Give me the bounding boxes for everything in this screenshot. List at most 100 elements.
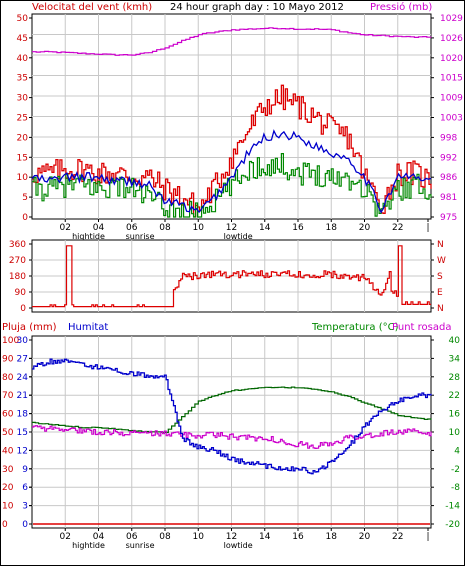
p3-xlabel-7: 16 — [292, 532, 304, 542]
p3-rain-label-6: 40 — [2, 446, 14, 456]
p1-xlabel-3: 08 — [159, 223, 171, 233]
p3-event-hightide: hightide — [72, 541, 105, 550]
panel1-x-axis: 02 04 06 08 10 12 14 16 18 20 22 | hightide sunrise lo… — [60, 219, 430, 241]
p3-xlabel-8: 18 — [326, 532, 338, 542]
p1-xlabel-7: 16 — [292, 223, 304, 233]
p3-event-sunrise: sunrise — [126, 541, 155, 550]
p3-hum-label-8: 6 — [22, 483, 28, 493]
pressure-line — [32, 27, 432, 56]
p2-left-label-4: 0 — [20, 304, 26, 314]
p3-rain-label-2: 80 — [2, 373, 14, 383]
p1-right-label-9: 981 — [440, 193, 457, 203]
p1-right-label-4: 1009 — [440, 94, 463, 104]
p2-left-label-2: 180 — [9, 272, 26, 282]
panel3-series — [32, 358, 432, 525]
wind-pressure-panel: Velocitat del vent (kmh) 24 hour graph d… — [17, 1, 464, 241]
p1-left-label-6: 20 — [17, 133, 29, 143]
p1-xlabel-5: 12 — [226, 223, 237, 233]
p3-hum-label-3: 21 — [17, 391, 28, 401]
p1-xlabel-10: 22 — [392, 223, 403, 233]
p1-left-label-3: 35 — [17, 74, 28, 84]
panel1-title-left: Velocitat del vent (kmh) — [32, 2, 152, 13]
panel3-temperature-axis: 40 34 28 22 16 10 4 -2 -8 -14 -20 — [431, 336, 460, 530]
panel3-title-temperature: Temperatura (°C) — [311, 322, 399, 333]
panel1-right-axis: 1029 1026 1020 1015 1009 1003 998 992 986 981 975 — [431, 14, 463, 223]
panel2-left-axis: 360 270 180 90 0 — [9, 240, 32, 314]
panel3-x-axis: 02 04 06 08 10 12 14 16 18 20 22 | hightide sunrise lo… — [60, 528, 430, 550]
panel1-series — [31, 27, 432, 218]
p2-right-label-1: W — [437, 256, 446, 266]
p1-right-label-5: 1003 — [440, 114, 463, 124]
wind-gust-line — [32, 84, 432, 218]
p2-left-label-0: 360 — [9, 240, 26, 250]
p3-temp-label-1: 34 — [449, 354, 461, 364]
p2-left-label-1: 270 — [9, 256, 26, 266]
p1-xlabel-11: | — [426, 223, 429, 233]
temp-humidity-panel: Pluja (mm) Humitat Temperatura (°C) Punt… — [2, 322, 460, 550]
p3-hum-label-10: 0 — [22, 520, 28, 530]
p3-hum-label-6: 12 — [17, 446, 28, 456]
p3-xlabel-5: 12 — [226, 532, 237, 542]
p1-right-label-3: 1015 — [440, 74, 463, 84]
p3-hum-label-5: 15 — [17, 428, 28, 438]
p3-rain-label-7: 30 — [2, 465, 14, 475]
p3-xlabel-0: 02 — [60, 532, 71, 542]
p3-hum-label-7: 9 — [22, 465, 28, 475]
p3-xlabel-11: | — [426, 532, 429, 542]
p1-left-label-10: 0 — [22, 213, 28, 223]
p1-xlabel-6: 14 — [259, 223, 271, 233]
wind-green-line — [32, 153, 432, 218]
p3-hum-label-2: 24 — [17, 373, 29, 383]
p1-xlabel-9: 20 — [359, 223, 371, 233]
p3-temp-label-5: 10 — [449, 428, 461, 438]
p3-temp-label-9: -14 — [445, 502, 460, 512]
p3-temp-label-3: 22 — [449, 391, 460, 401]
p2-right-label-2: S — [437, 272, 443, 282]
panel1-title-right: Pressió (mb) — [370, 1, 432, 13]
p1-xlabel-0: 02 — [60, 223, 71, 233]
p1-left-label-4: 30 — [17, 94, 29, 104]
p1-left-label-8: 10 — [17, 173, 29, 183]
p3-xlabel-10: 22 — [392, 532, 403, 542]
temperature-line — [32, 386, 432, 433]
p3-xlabel-9: 20 — [359, 532, 371, 542]
panel1-title-center: 24 hour graph day : 10 Mayo 2012 — [170, 2, 344, 13]
p1-left-label-9: 5 — [22, 193, 28, 203]
p3-rain-label-8: 20 — [2, 483, 14, 493]
p1-right-label-7: 992 — [440, 153, 457, 163]
p1-right-label-8: 986 — [440, 173, 457, 183]
p3-temp-label-0: 40 — [449, 336, 461, 346]
p3-xlabel-4: 10 — [193, 532, 205, 542]
p1-left-label-0: 50 — [17, 14, 29, 24]
p1-left-label-2: 40 — [17, 54, 29, 64]
p1-event-hightide: hightide — [72, 232, 105, 241]
p1-xlabel-1: 04 — [93, 223, 105, 233]
p3-rain-label-1: 90 — [2, 354, 14, 364]
p1-right-label-10: 975 — [440, 213, 457, 223]
p1-right-label-1: 1026 — [440, 34, 463, 44]
wind-average-line — [31, 129, 432, 214]
humidity-line — [32, 358, 432, 475]
p3-temp-label-7: -2 — [451, 465, 460, 475]
p1-left-label-5: 25 — [17, 114, 28, 124]
p2-right-label-3: E — [437, 288, 443, 298]
p3-temp-label-4: 16 — [449, 410, 461, 420]
p2-right-label-4: N — [437, 304, 444, 314]
p3-hum-label-0: 30 — [17, 336, 29, 346]
p3-temp-label-2: 28 — [449, 373, 461, 383]
p1-xlabel-8: 18 — [326, 223, 338, 233]
p3-rain-label-10: 0 — [2, 520, 8, 530]
p1-left-label-7: 15 — [17, 153, 28, 163]
p1-xlabel-4: 10 — [193, 223, 205, 233]
p3-rain-label-0: 100 — [2, 336, 19, 346]
p3-temp-label-6: 4 — [454, 446, 460, 456]
panel2-series — [32, 245, 431, 308]
p3-hum-label-1: 27 — [17, 354, 28, 364]
p3-rain-label-3: 70 — [2, 391, 14, 401]
